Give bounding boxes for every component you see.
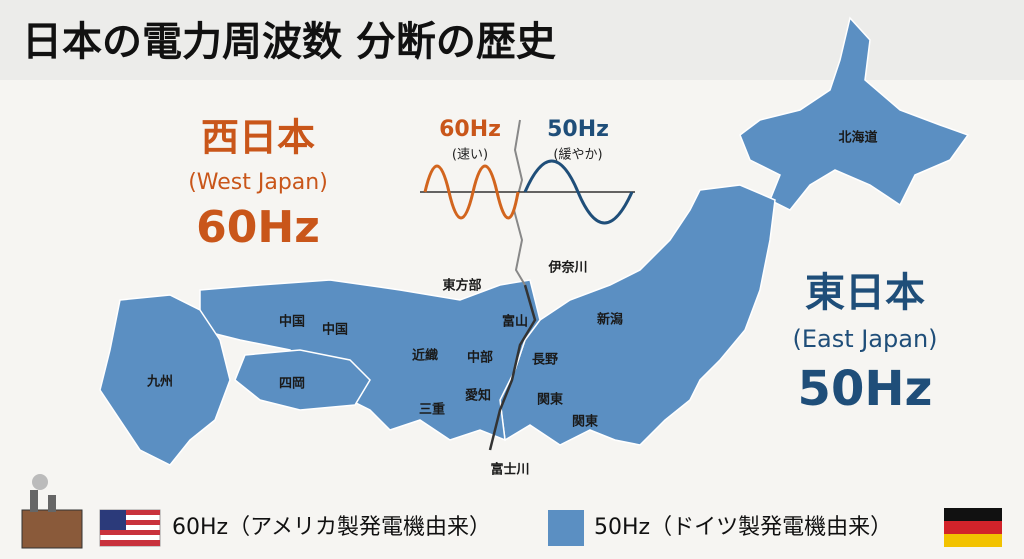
east-frequency: 50Hz xyxy=(798,361,933,417)
wave-west-note: (速い) xyxy=(452,148,488,163)
wave-east-note: (緩やか) xyxy=(553,148,602,163)
map-label: 中部 xyxy=(467,350,493,366)
map-label: 九州 xyxy=(146,375,173,390)
kyushu xyxy=(99,294,231,466)
title: 日本の電力周波数 分断の歴史 xyxy=(22,19,556,65)
map-label: 関東 xyxy=(537,392,563,408)
wave-west-freq: 60Hz xyxy=(439,117,501,142)
west-frequency: 60Hz xyxy=(196,202,320,253)
east-english: (East Japan) xyxy=(792,325,937,353)
map-label: 三重 xyxy=(419,402,445,418)
map-label: 富士川 xyxy=(490,462,529,478)
wave-east-freq: 50Hz xyxy=(547,117,609,142)
german-flag xyxy=(944,508,1002,547)
map-label: 東方部 xyxy=(442,278,481,294)
west-english: (West Japan) xyxy=(188,170,328,195)
east-japan xyxy=(499,184,776,446)
wave-50hz xyxy=(523,159,634,225)
map-label: 伊奈川 xyxy=(547,260,587,276)
legend-60hz: 60Hz（アメリカ製発電機由来） xyxy=(172,515,491,540)
east-name: 東日本 xyxy=(805,270,925,316)
map-label: 四岡 xyxy=(279,377,305,392)
map-label: 近織 xyxy=(412,348,438,364)
map-label: 中国 xyxy=(322,322,348,338)
shikoku xyxy=(234,349,371,411)
hokkaido xyxy=(739,16,970,211)
map-label: 関東 xyxy=(572,414,598,430)
map-label: 愛知 xyxy=(465,388,491,404)
legend-swatch-50hz xyxy=(548,510,584,546)
map-label: 中国 xyxy=(279,314,305,330)
factory-icon xyxy=(21,474,83,549)
west-name: 西日本 xyxy=(201,116,315,160)
us-flag xyxy=(99,509,161,547)
map-label: 富山 xyxy=(502,314,528,330)
wave-60hz xyxy=(423,164,520,220)
map-label: 長野 xyxy=(532,353,558,368)
map-label: 北海道 xyxy=(838,130,877,146)
map-label: 新潟 xyxy=(597,312,623,328)
frequency-border xyxy=(488,284,537,451)
legend-50hz: 50Hz（ドイツ製発電機由来） xyxy=(594,515,892,540)
